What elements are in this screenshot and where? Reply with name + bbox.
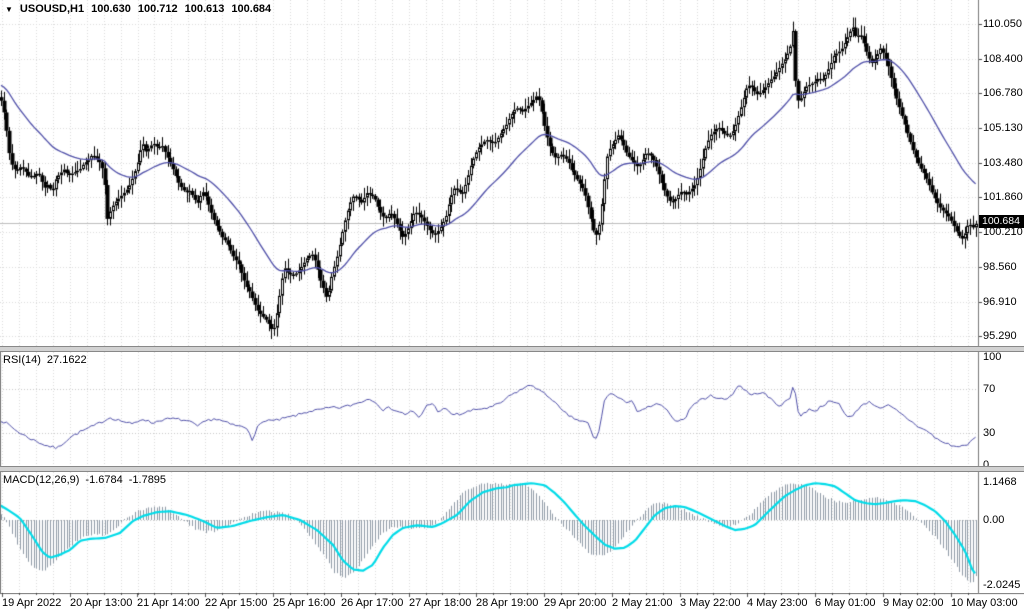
macd-tick-label: 1.1468 xyxy=(983,476,1017,488)
current-price-badge: 100.684 xyxy=(979,215,1024,228)
time-tick-label: 9 May 02:00 xyxy=(883,597,944,609)
price-tick-label: 100.210 xyxy=(983,226,1023,238)
rsi-tick-label: 100 xyxy=(983,351,1002,363)
open-value: 100.630 xyxy=(91,3,131,15)
time-tick-label: 19 Apr 2022 xyxy=(2,597,62,609)
rsi-tick-label: 30 xyxy=(983,427,996,439)
close-value: 100.684 xyxy=(231,3,272,15)
time-tick-label: 4 May 23:00 xyxy=(747,597,808,609)
chevron-down-icon[interactable]: ▼ xyxy=(5,4,13,14)
macd-label: MACD(12,26,9) -1.6784 -1.7895 xyxy=(3,474,166,486)
macd-main-value: -1.6784 xyxy=(85,474,123,486)
price-tick-label: 96.910 xyxy=(983,296,1017,308)
rsi-indicator-value: 27.1622 xyxy=(46,354,87,366)
time-tick-label: 2 May 21:00 xyxy=(612,597,673,609)
time-tick-label: 25 Apr 16:00 xyxy=(273,597,336,609)
time-axis-canvas xyxy=(0,593,1024,613)
rsi-label: RSI(14) 27.1622 xyxy=(3,354,87,366)
time-tick-label: 28 Apr 19:00 xyxy=(476,597,539,609)
rsi-panel: RSI(14) 27.1622 xyxy=(0,352,1024,466)
panel-splitter[interactable] xyxy=(0,466,1024,472)
macd-indicator-name: MACD(12,26,9) xyxy=(3,474,80,486)
time-axis[interactable] xyxy=(0,593,1024,613)
time-tick-label: 29 Apr 20:00 xyxy=(544,597,607,609)
time-tick-label: 20 Apr 13:00 xyxy=(70,597,133,609)
time-tick-label: 10 May 03:00 xyxy=(951,597,1018,609)
macd-tick-label: 0.00 xyxy=(983,514,1005,526)
time-tick-label: 27 Apr 18:00 xyxy=(409,597,472,609)
price-tick-label: 105.130 xyxy=(983,122,1023,134)
price-tick-label: 110.050 xyxy=(983,18,1022,30)
macd-chart-canvas[interactable] xyxy=(0,472,1024,593)
main-chart-canvas[interactable] xyxy=(0,0,1024,346)
rsi-tick-label: 70 xyxy=(983,383,996,395)
chart-title: ▼ USOUSD,H1 100.630 100.712 100.613 100.… xyxy=(5,3,271,15)
high-value: 100.712 xyxy=(137,3,178,15)
low-value: 100.613 xyxy=(184,3,225,15)
time-tick-label: 21 Apr 14:00 xyxy=(137,597,200,609)
macd-tick-label: -2.0245 xyxy=(983,579,1021,591)
price-tick-label: 108.400 xyxy=(983,53,1023,65)
price-tick-label: 101.860 xyxy=(983,191,1023,203)
price-tick-label: 95.290 xyxy=(983,330,1017,342)
price-tick-label: 106.780 xyxy=(983,87,1023,99)
macd-panel: MACD(12,26,9) -1.6784 -1.7895 xyxy=(0,472,1024,593)
time-tick-label: 3 May 22:00 xyxy=(680,597,741,609)
macd-signal-value: -1.7895 xyxy=(128,474,167,486)
time-tick-label: 6 May 01:00 xyxy=(815,597,876,609)
rsi-chart-canvas[interactable] xyxy=(0,352,1024,466)
panel-splitter[interactable] xyxy=(0,346,1024,352)
symbol-period-label: USOUSD,H1 xyxy=(19,3,85,15)
price-tick-label: 98.560 xyxy=(983,261,1017,273)
price-tick-label: 103.480 xyxy=(983,157,1023,169)
time-tick-label: 22 Apr 15:00 xyxy=(205,597,268,609)
main-chart-panel: ▼ USOUSD,H1 100.630 100.712 100.613 100.… xyxy=(0,0,1024,346)
rsi-tick-label: 0 xyxy=(983,459,990,471)
rsi-indicator-name: RSI(14) xyxy=(3,354,41,366)
time-tick-label: 26 Apr 17:00 xyxy=(341,597,404,609)
